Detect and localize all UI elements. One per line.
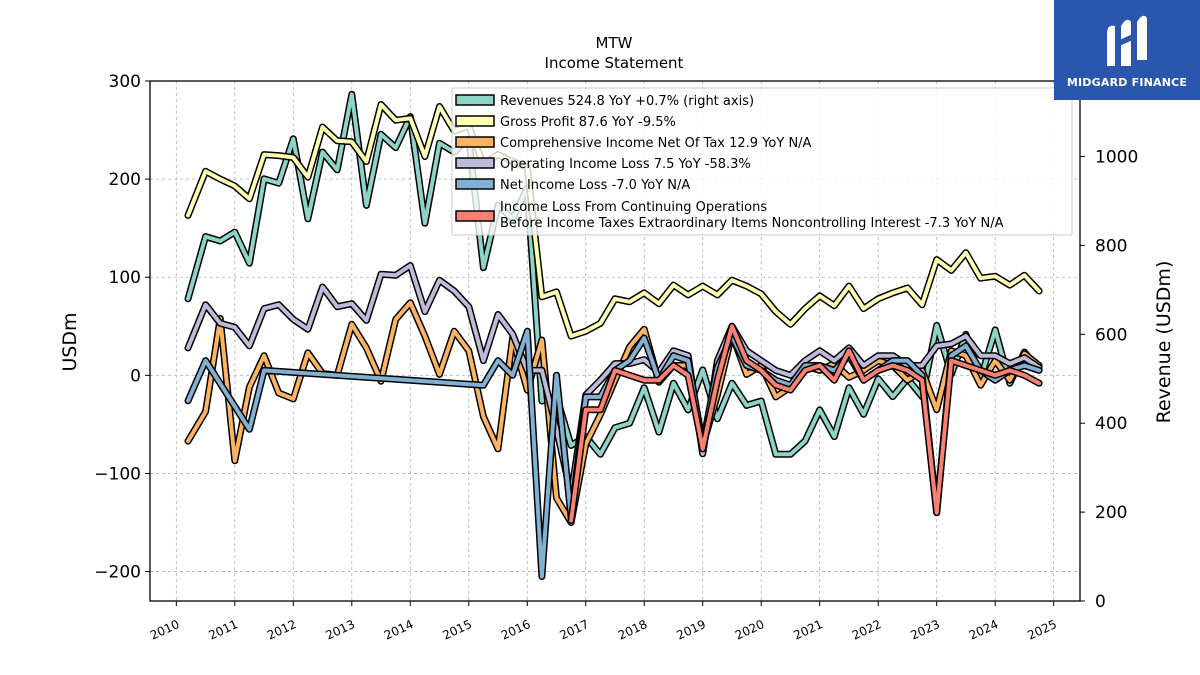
y2-tick-label: 400: [1095, 414, 1127, 434]
legend-label: Comprehensive Income Net Of Tax 12.9 YoY…: [500, 136, 812, 151]
legend-label: Operating Income Loss 7.5 YoY -58.3%: [500, 157, 751, 172]
series-layer: [184, 90, 1043, 580]
legend-swatch: [455, 210, 495, 222]
x-tick-label: 2017: [557, 617, 591, 643]
chart-subtitle: Income Statement: [545, 54, 684, 72]
legend-label: Revenues 524.8 YoY +0.7% (right axis): [500, 94, 754, 109]
x-tick-label: 2010: [148, 617, 182, 643]
legend-swatch: [455, 94, 495, 106]
legend-swatch: [455, 115, 495, 127]
legend-box: [451, 87, 1073, 236]
brand-name: MIDGARD FINANCE: [1066, 75, 1188, 89]
x-tick-label: 2015: [440, 617, 474, 643]
x-tick-label: 2014: [382, 617, 416, 643]
x-tick-label: 2021: [791, 617, 825, 643]
legend-label: Gross Profit 87.6 YoY -9.5%: [500, 115, 676, 130]
x-tick-label: 2016: [499, 617, 533, 643]
series-6: [567, 322, 1043, 524]
series-2: [184, 101, 1043, 340]
series-line: [569, 324, 1042, 523]
y-tick-label: 100: [109, 268, 141, 288]
midgard-logo-icon: [1107, 15, 1147, 66]
x-tick-label: 2011: [206, 617, 240, 643]
brand-logo: MIDGARD FINANCE: [1054, 0, 1200, 100]
x-tick-label: 2023: [908, 617, 942, 643]
legend: Revenues 524.8 YoY +0.7% (right axis) Gro…: [451, 87, 1073, 236]
legend-label: Before Income Taxes Extraordinary Items …: [500, 216, 1004, 231]
y-tick-label: 0: [130, 366, 141, 386]
legend-swatch: [455, 157, 495, 169]
series-line: [186, 300, 1042, 525]
x-tick-label: 2019: [674, 617, 708, 643]
y-axis-label: USDm: [59, 312, 81, 371]
y2-tick-label: 1000: [1095, 148, 1138, 168]
y2-tick-label: 600: [1095, 325, 1127, 345]
x-tick-label: 2024: [967, 617, 1001, 643]
legend-label: Net Income Loss -7.0 YoY N/A: [500, 178, 690, 193]
legend-label: Income Loss From Continuing Operations: [500, 200, 767, 215]
series-line: [186, 102, 1042, 339]
legend-swatch: [455, 136, 495, 148]
series-line: [186, 92, 1042, 457]
series-3: [184, 299, 1043, 526]
x-tick-label: 2025: [1025, 617, 1059, 643]
series-1: [184, 90, 1043, 458]
chart-title: MTW: [596, 34, 633, 52]
x-tick-label: 2018: [616, 617, 650, 643]
y2-tick-label: 800: [1095, 236, 1127, 256]
y-tick-label: 300: [109, 72, 141, 92]
x-tick-label: 2013: [323, 617, 357, 643]
y-tick-label: −200: [94, 563, 141, 583]
y2-tick-label: 200: [1095, 503, 1127, 523]
x-tick-label: 2012: [265, 617, 299, 643]
x-tick-label: 2020: [733, 617, 767, 643]
y2-tick-label: 0: [1095, 592, 1106, 612]
y2-axis-label: Revenue (USDm): [1153, 261, 1175, 424]
y-tick-label: 200: [109, 170, 141, 190]
legend-swatch: [455, 178, 495, 190]
series-line-outline: [184, 299, 1043, 526]
plot-frame: [149, 80, 1081, 602]
x-tick-label: 2022: [850, 617, 884, 643]
y-tick-label: −100: [94, 464, 141, 484]
